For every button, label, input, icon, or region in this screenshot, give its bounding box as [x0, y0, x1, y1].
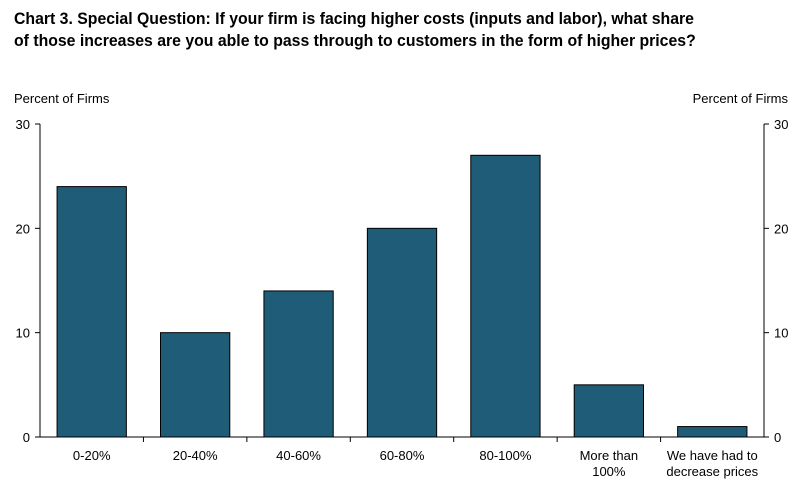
y-axis-label-right: Percent of Firms [692, 91, 788, 106]
y-tick-label-left: 30 [16, 117, 30, 132]
y-tick-label-right: 20 [774, 221, 788, 236]
y-tick-label-right: 30 [774, 117, 788, 132]
bar [677, 426, 748, 438]
y-tick-label-left: 20 [16, 221, 30, 236]
y-axis-label-left: Percent of Firms [14, 91, 110, 106]
x-tick-label: 0-20% [73, 448, 111, 463]
bar [56, 186, 127, 438]
y-tick-label-right: 10 [774, 326, 788, 341]
x-tick-label: decrease prices [666, 464, 758, 479]
x-tick-label: We have had to [667, 448, 758, 463]
x-tick-label: 100% [592, 464, 626, 479]
x-tick-label: 20-40% [173, 448, 218, 463]
x-tick-label: 80-100% [479, 448, 531, 463]
y-tick-label-left: 10 [16, 326, 30, 341]
bar [470, 154, 541, 438]
y-tick-label-left: 0 [23, 430, 30, 445]
x-tick-label: 60-80% [380, 448, 425, 463]
bar [573, 384, 645, 438]
y-tick-label-right: 0 [774, 430, 781, 445]
bar [263, 290, 334, 438]
bar [366, 227, 438, 438]
chart-title: Chart 3. Special Question: If your firm … [14, 9, 696, 50]
bar [159, 332, 231, 438]
x-tick-label: 40-60% [276, 448, 321, 463]
x-tick-label: More than [580, 448, 639, 463]
